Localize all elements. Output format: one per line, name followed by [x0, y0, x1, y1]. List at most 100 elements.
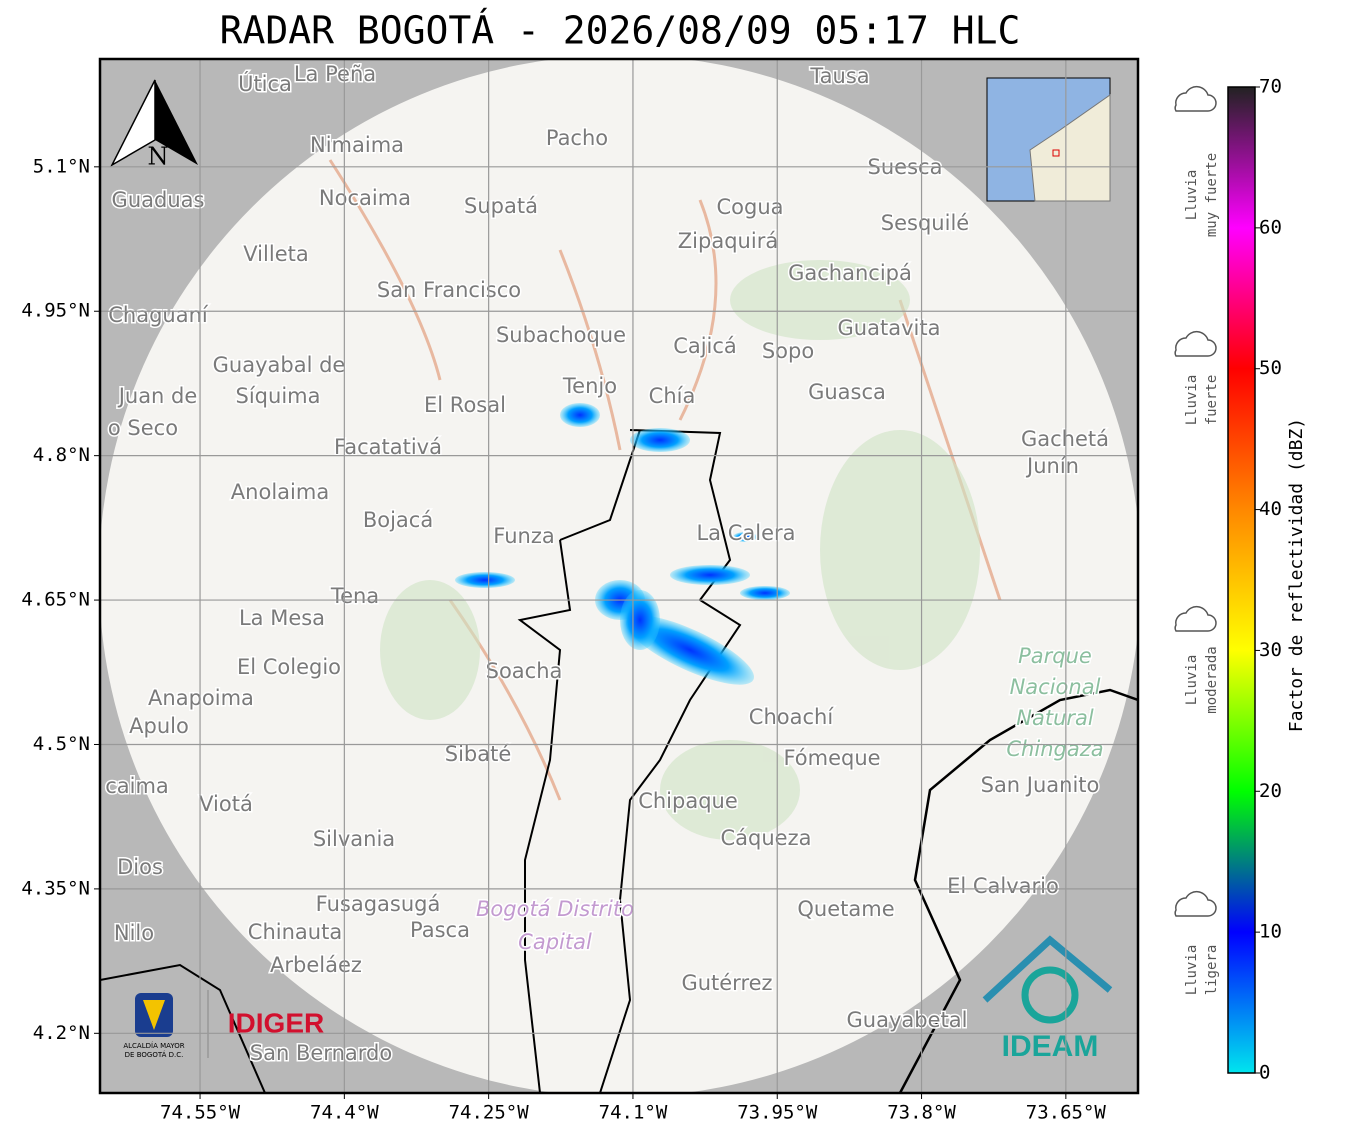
x-tick-label: 74.55°W	[160, 1102, 241, 1124]
place-label: Sesquilé	[881, 211, 969, 235]
x-tick-label: 74.4°W	[310, 1102, 379, 1124]
place-label: Silvania	[313, 827, 395, 851]
place-label: El Calvario	[947, 874, 1059, 898]
rain-category: Lluvia	[1184, 655, 1200, 706]
cloud-icon	[1174, 890, 1217, 917]
place-label: San Francisco	[377, 278, 521, 302]
colorbar-tick-label: 60	[1259, 216, 1282, 238]
place-label: Junín	[1025, 454, 1079, 478]
place-label: San Bernardo	[250, 1041, 392, 1065]
place-label: Quetame	[797, 897, 894, 921]
place-label: Funza	[493, 524, 554, 548]
place-label: Soacha	[486, 659, 563, 683]
place-label: Tenjo	[562, 374, 617, 398]
park-label: Natural	[1016, 706, 1094, 730]
place-label: Nilo	[114, 921, 154, 945]
park-label: Nacional	[1010, 675, 1101, 699]
y-tick-label: 4.95°N	[21, 300, 90, 322]
y-tick-label: 5.1°N	[33, 155, 90, 177]
x-tick-label: 73.95°W	[737, 1102, 818, 1124]
place-label: Guasca	[808, 380, 886, 404]
place-label: Juan de	[117, 384, 198, 408]
colorbar-tick-label: 20	[1259, 780, 1282, 802]
place-label: Supatá	[464, 194, 538, 218]
place-label: Chía	[649, 384, 696, 408]
rain-category: Lluvia	[1184, 945, 1200, 996]
place-label: Sopo	[762, 339, 814, 363]
colorbar-label: Factor de reflectividad (dBZ)	[1286, 418, 1307, 732]
place-label: La Peña	[294, 62, 376, 86]
y-tick-label: 4.35°N	[21, 877, 90, 899]
colorbar-tick-label: 70	[1259, 76, 1282, 98]
park-label: Chingaza	[1006, 737, 1103, 761]
place-label: Tena	[330, 584, 379, 608]
place-label: La Mesa	[239, 606, 325, 630]
colorbar	[1227, 86, 1256, 1074]
place-label: Pacho	[546, 126, 608, 150]
colorbar-tick-label: 40	[1259, 498, 1282, 520]
title: RADAR BOGOTÁ - 2026/08/09 05:17 HLC	[220, 9, 1021, 53]
place-label: Subachoque	[496, 323, 626, 347]
place-label: Fómeque	[783, 746, 880, 770]
place-label: Zipaquirá	[678, 229, 778, 253]
place-label: Guayabetal	[847, 1008, 968, 1032]
place-label: Tausa	[809, 64, 869, 88]
rain-category: Lluvia	[1184, 375, 1200, 426]
x-tick-label: 74.1°W	[599, 1102, 668, 1124]
place-label: Gachancipá	[788, 261, 912, 285]
y-tick-label: 4.2°N	[33, 1022, 90, 1044]
place-label: Nocaima	[319, 186, 411, 210]
place-label: Anolaima	[231, 480, 329, 504]
colorbar-tick-label: 0	[1259, 1062, 1270, 1084]
rain-category: muy fuerte	[1204, 153, 1220, 237]
place-label: caima	[105, 774, 169, 798]
place-label: Síquima	[236, 384, 321, 408]
place-label: Guayabal de	[213, 353, 346, 377]
place-label: Chaguaní	[108, 303, 209, 327]
place-label: Pasca	[410, 918, 470, 942]
place-label: Gutérrez	[681, 971, 772, 995]
place-label: Gachetá	[1021, 427, 1109, 451]
rain-category: Lluvia	[1184, 170, 1200, 221]
place-label: Chinauta	[248, 920, 342, 944]
park-label: Parque	[1018, 644, 1092, 668]
cloud-icon	[1174, 330, 1217, 357]
place-label: Útica	[238, 71, 292, 96]
place-label: Cogua	[716, 195, 783, 219]
rain-category: ligera	[1204, 945, 1220, 996]
colorbar-tick-label: 50	[1259, 357, 1282, 379]
map: Útica La Peña Tausa Pacho Nimaima Guaduas Noca…	[100, 59, 1138, 1093]
place-label: El Rosal	[424, 393, 506, 417]
district-label: Capital	[518, 930, 592, 954]
logo-ideam: IDEAM	[1002, 1030, 1099, 1063]
place-label: Anapoima	[148, 686, 254, 710]
x-tick-label: 73.8°W	[887, 1102, 956, 1124]
north-arrow: N	[148, 143, 169, 171]
cloud-icon	[1174, 85, 1217, 112]
colorbar-tick-label: 30	[1259, 639, 1282, 661]
y-tick-label: 4.8°N	[33, 444, 90, 466]
y-tick-label: 4.5°N	[33, 733, 90, 755]
place-label: San Juanito	[981, 773, 1100, 797]
cloud-icon	[1174, 605, 1217, 632]
place-label: Guatavita	[838, 316, 941, 340]
x-tick-label: 73.65°W	[1026, 1102, 1107, 1124]
place-label: El Colegio	[237, 655, 341, 679]
place-label: Cajicá	[673, 334, 737, 358]
logo-text: DE BOGOTÁ D.C.	[125, 1050, 184, 1059]
place-label: Choachí	[749, 705, 835, 729]
place-label: o Seco	[108, 416, 178, 440]
place-label: Viotá	[199, 792, 253, 816]
frame	[98, 57, 1140, 1095]
place-label: Sibaté	[445, 742, 512, 766]
place-label: Guaduas	[112, 188, 205, 212]
place-label: Dios	[117, 855, 163, 879]
place-label: Fusagasugá	[316, 892, 441, 916]
place-label: Bojacá	[363, 508, 433, 532]
place-label: Villeta	[243, 242, 308, 266]
place-label: Apulo	[129, 714, 189, 738]
district-label: Bogotá Distrito	[476, 897, 634, 921]
y-tick-label: 4.65°N	[21, 589, 90, 611]
place-label: Chipaque	[638, 789, 738, 813]
place-label: Nimaima	[310, 133, 404, 157]
